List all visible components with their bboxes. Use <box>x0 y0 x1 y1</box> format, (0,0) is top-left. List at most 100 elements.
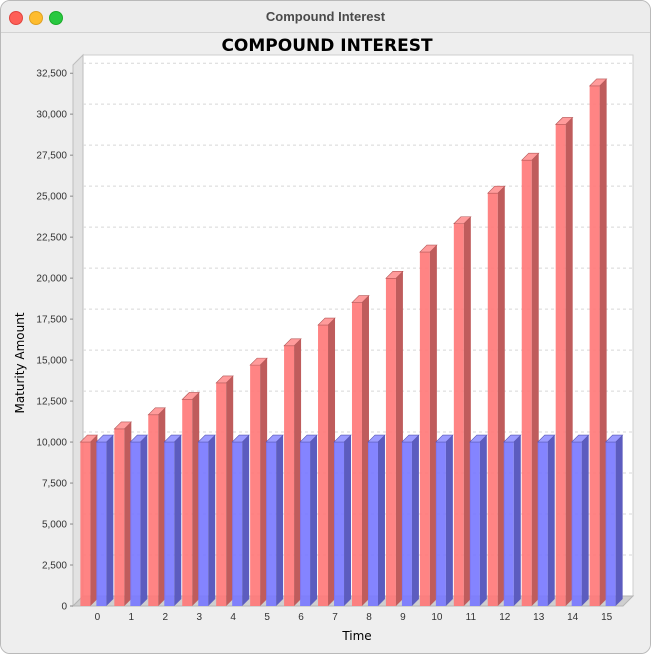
y-tick-label: 12,500 <box>36 397 67 408</box>
x-tick-label: 15 <box>601 612 613 623</box>
bar-chart: COMPOUND INTEREST 0 2,500 5,000 7,500 10,000… <box>13 36 635 643</box>
y-tick-label: 15,000 <box>36 356 67 367</box>
bar-front <box>284 345 295 606</box>
x-tick-label: 2 <box>162 612 168 623</box>
bar-series1-10 <box>419 244 438 607</box>
bar-front <box>385 278 396 606</box>
bar-side <box>497 186 505 606</box>
y-tick-label: 0 <box>61 602 67 613</box>
bar-front <box>182 399 193 606</box>
x-tick-label: 7 <box>332 612 338 623</box>
bar-top <box>197 434 216 443</box>
minimize-window-button[interactable] <box>29 11 43 25</box>
bar-front <box>130 442 141 606</box>
y-axis-label: Maturity Amount <box>13 312 27 413</box>
zoom-window-button[interactable] <box>49 11 63 25</box>
close-window-button[interactable] <box>9 11 23 25</box>
y-tick-label: 5,000 <box>42 520 67 531</box>
x-tick-label: 8 <box>366 612 372 623</box>
window-title: Compound Interest <box>265 9 386 24</box>
bar-series2-1 <box>129 434 149 606</box>
bar-side <box>242 435 250 606</box>
x-tick-label: 11 <box>466 612 477 623</box>
chart-title: COMPOUND INTEREST <box>221 36 433 56</box>
y-tick-label: 25,000 <box>36 192 67 203</box>
bar-front <box>114 428 125 606</box>
y-tick-label: 17,500 <box>36 315 67 326</box>
bar-series2-10 <box>435 434 454 606</box>
bar-series1-3 <box>181 392 200 606</box>
bar-series2-6 <box>299 434 318 606</box>
bar-series2-2 <box>163 434 182 606</box>
bar-front <box>605 442 616 606</box>
bar-side <box>599 78 607 606</box>
bar-side <box>260 358 268 606</box>
bar-front <box>435 442 446 606</box>
bar-side <box>174 435 182 606</box>
x-tick-label: 13 <box>533 612 545 623</box>
bar-top <box>333 434 352 443</box>
bar-side <box>158 407 166 606</box>
bar-top <box>570 434 590 443</box>
bar-series2-8 <box>367 434 386 606</box>
x-tick-label: 1 <box>129 612 135 623</box>
bar-top <box>521 152 540 161</box>
bar-front <box>469 442 480 606</box>
bar-series1-11 <box>453 216 472 606</box>
x-tick-label: 10 <box>431 612 443 623</box>
bar-front <box>503 442 514 606</box>
bar-top <box>588 78 608 87</box>
bar-side <box>226 375 234 606</box>
bar-top <box>231 434 250 443</box>
bar-top <box>453 216 472 225</box>
bar-side <box>344 435 352 606</box>
bar-series1-1 <box>113 421 133 606</box>
bar-series1-14 <box>554 117 574 607</box>
bar-side <box>429 245 437 607</box>
bar-series1-5 <box>249 357 268 606</box>
bar-series2-4 <box>231 434 250 606</box>
bar-side <box>463 216 471 606</box>
bar-series1-13 <box>521 152 540 606</box>
bar-series2-5 <box>265 434 284 606</box>
x-tick-label: 9 <box>400 612 406 623</box>
y-tick-label: 32,500 <box>36 69 67 80</box>
bar-side <box>140 435 148 606</box>
bar-front <box>367 442 378 606</box>
bar-series1-6 <box>283 338 302 606</box>
bar-top <box>554 117 574 125</box>
bar-side <box>565 117 573 607</box>
bar-front <box>232 442 243 606</box>
bar-series2-12 <box>503 434 522 606</box>
bar-series1-12 <box>487 185 506 606</box>
bar-front <box>148 414 159 606</box>
bar-side <box>276 435 284 606</box>
bar-side <box>445 435 453 606</box>
bar-top <box>469 434 488 443</box>
bar-series2-7 <box>333 434 352 606</box>
bar-series1-0 <box>79 434 99 606</box>
bar-top <box>299 434 318 443</box>
y-tick-label: 7,500 <box>42 479 67 490</box>
bar-front <box>216 382 227 606</box>
bar-side <box>479 435 487 606</box>
bar-top <box>435 434 454 443</box>
chart-panel: COMPOUND INTEREST 0 2,500 5,000 7,500 10,000… <box>1 33 650 653</box>
x-tick-label: 12 <box>499 612 511 623</box>
bars <box>79 78 624 607</box>
bar-front <box>537 442 548 606</box>
bar-top <box>215 375 234 384</box>
bar-top <box>401 434 420 443</box>
bar-top <box>351 295 370 303</box>
bar-side <box>361 295 369 606</box>
bar-front <box>250 365 261 606</box>
bar-top <box>163 434 182 443</box>
bar-side <box>377 435 385 606</box>
x-axis-ticks: 0 1 2 3 4 5 6 7 8 9 10 11 12 13 14 15 <box>95 612 613 623</box>
y-tick-label: 10,000 <box>36 438 67 449</box>
bar-side <box>411 435 419 606</box>
bar-front <box>487 193 498 606</box>
bar-series1-4 <box>215 375 234 606</box>
bar-side <box>547 435 555 606</box>
